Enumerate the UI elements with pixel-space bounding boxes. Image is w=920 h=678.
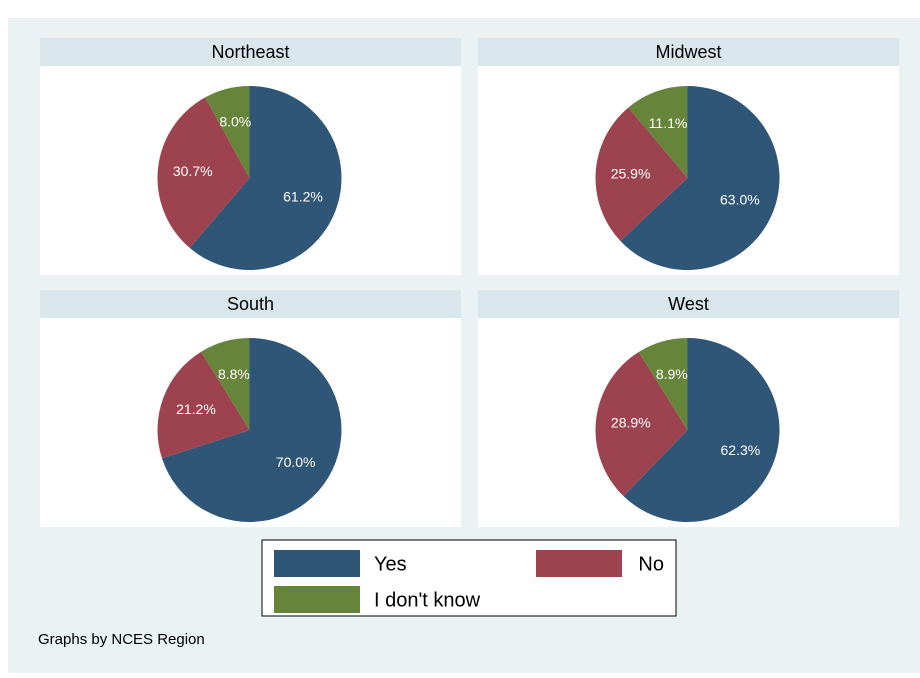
pie-slice	[620, 86, 780, 270]
slice-label: 21.2%	[176, 401, 216, 417]
slice-label: 11.1%	[649, 115, 688, 131]
slice-label: 28.9%	[611, 415, 651, 431]
pie-slice	[638, 338, 688, 430]
pie-slice	[205, 86, 250, 178]
legend-swatch	[536, 550, 622, 577]
slice-label: 62.3%	[721, 442, 761, 458]
legend-label: I don't know	[374, 589, 481, 611]
slice-label: 8.0%	[219, 113, 251, 129]
panel-header	[40, 38, 461, 66]
note: Graphs by NCES Region	[38, 631, 205, 648]
slice-label: 30.7%	[173, 163, 213, 179]
pie-slice	[201, 338, 250, 430]
legend-swatch	[274, 550, 360, 577]
panel-title: Northeast	[211, 42, 289, 62]
panel-header	[40, 290, 461, 318]
pie-slice	[157, 97, 250, 248]
legend-swatch	[274, 586, 360, 613]
slice-label: 8.9%	[656, 366, 688, 382]
slice-label: 61.2%	[283, 188, 323, 204]
slice-label: 63.0%	[720, 191, 760, 207]
panel-header	[478, 290, 899, 318]
slice-label: 70.0%	[276, 454, 316, 470]
pie-slice	[157, 351, 250, 459]
legend-label: Yes	[374, 553, 407, 575]
panel-header	[478, 38, 899, 66]
slice-label: 25.9%	[611, 165, 651, 181]
pie-slice	[595, 107, 688, 241]
slice-label: 8.8%	[218, 366, 250, 382]
pie-slice	[623, 338, 780, 522]
pie-slice	[189, 86, 342, 270]
pie-slice	[628, 86, 688, 178]
pie-slice	[162, 338, 342, 522]
panel-title: West	[668, 294, 709, 314]
panel-title: Midwest	[655, 42, 721, 62]
panel-title: South	[227, 294, 274, 314]
pie-slice	[595, 351, 688, 497]
legend-label: No	[638, 553, 664, 575]
